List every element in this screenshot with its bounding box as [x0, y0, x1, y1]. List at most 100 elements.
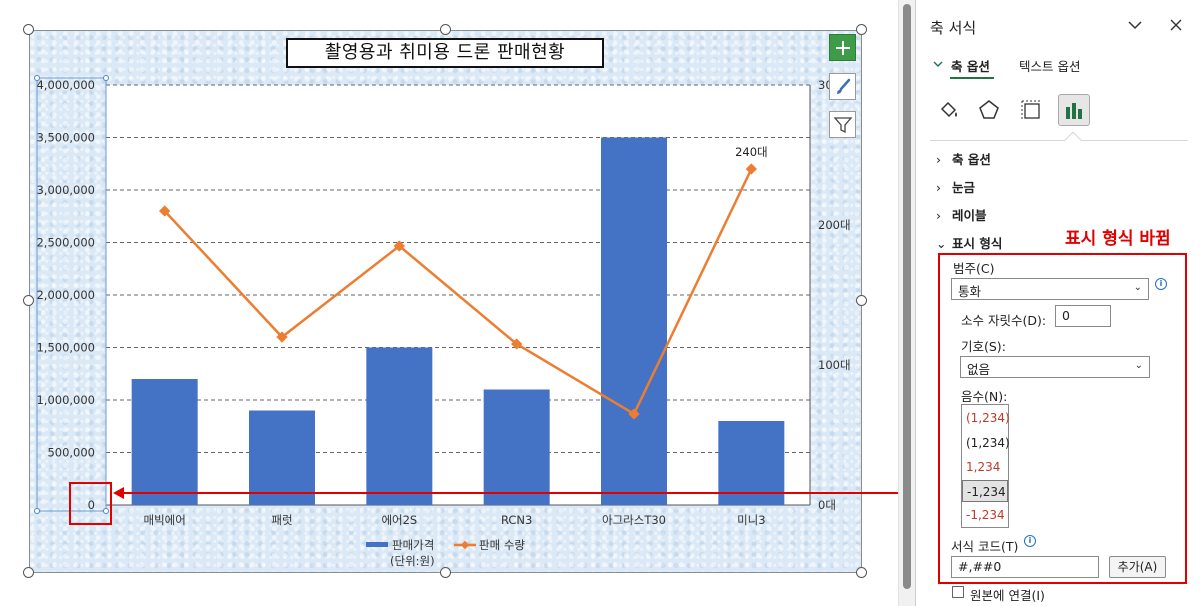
y-tick-label: 1,500,000 — [36, 341, 95, 355]
vertical-scrollbar[interactable] — [898, 0, 915, 606]
negative-option[interactable]: -1,234 — [966, 508, 1005, 522]
section-number[interactable]: ⌄ 표시 형식 — [936, 236, 1003, 251]
y2-tick-label: 0대 — [818, 498, 836, 512]
section-tick-marks[interactable]: › 눈금 — [936, 180, 976, 195]
line-point — [745, 163, 757, 175]
annotation-box — [69, 482, 112, 525]
line-point — [511, 338, 523, 350]
size-properties-tab[interactable] — [1015, 94, 1047, 126]
legend-label: 판매가격 — [392, 538, 434, 552]
axis-options-tab[interactable] — [1058, 94, 1090, 126]
chevron-down-icon: ⌄ — [1134, 360, 1143, 371]
chart-plot[interactable]: 0 500,000 1,000,000 1,500,000 2,000,000 2,500… — [0, 0, 898, 606]
bar-chart-icon — [1066, 103, 1082, 119]
resize-handle[interactable] — [856, 567, 867, 578]
highlight-box — [938, 253, 1187, 584]
chart-title[interactable]: 촬영용과 취미용 드론 판매현황 — [286, 38, 604, 68]
format-code-label: 서식 코드(T) — [951, 539, 1019, 554]
category-label: 범주(C) — [953, 261, 995, 276]
line-series — [163, 168, 753, 416]
bar — [366, 347, 433, 505]
size-properties-icon — [1021, 100, 1040, 119]
annotation-text: 표시 형식 바뀜 — [1065, 229, 1171, 249]
x-tick-label: 에어2S — [381, 513, 417, 527]
resize-handle[interactable] — [856, 24, 867, 35]
y2-tick-label: 100대 — [818, 358, 851, 372]
x-tick-label: 패럿 — [271, 513, 292, 527]
y-tick-label: 2,000,000 — [36, 288, 95, 302]
funnel-icon — [833, 116, 852, 133]
pane-title: 축 서식 — [930, 19, 977, 37]
chevron-right-icon: › — [936, 208, 941, 223]
section-axis-options[interactable]: › 축 옵션 — [936, 152, 991, 167]
resize-handle[interactable] — [23, 295, 34, 306]
negative-option-selected[interactable]: -1,234 — [962, 480, 1008, 502]
x-tick-label: 아그라스T30 — [602, 513, 666, 527]
y-tick-label: 2,500,000 — [36, 236, 95, 250]
resize-handle[interactable] — [23, 24, 34, 35]
chart-styles-button[interactable] — [829, 73, 856, 100]
axis-selection-handle — [103, 75, 109, 81]
y-tick-label: 500,000 — [47, 446, 95, 460]
chevron-down-icon: ⌄ — [936, 236, 947, 251]
chart-elements-button[interactable] — [829, 34, 856, 61]
x-tick-label: RCN3 — [501, 513, 532, 527]
section-labels[interactable]: › 레이블 — [936, 208, 987, 223]
bar — [131, 379, 198, 505]
tab-text-options[interactable]: 텍스트 옵션 — [1019, 59, 1081, 74]
chart-filters-button[interactable] — [829, 111, 856, 138]
y2-tick-label: 200대 — [818, 218, 851, 232]
resize-handle[interactable] — [440, 24, 451, 35]
plus-icon — [835, 40, 850, 55]
effects-tab[interactable] — [973, 94, 1005, 126]
paint-bucket-icon — [940, 101, 957, 118]
info-icon[interactable]: i — [1155, 278, 1167, 290]
resize-handle[interactable] — [23, 567, 34, 578]
line-point — [159, 205, 171, 217]
y-tick-label: 3,500,000 — [36, 131, 95, 145]
negative-numbers-label: 음수(N): — [961, 389, 1008, 404]
negative-option[interactable]: 1,234 — [966, 460, 1001, 474]
chevron-down-icon — [933, 61, 943, 67]
info-icon[interactable]: i — [1024, 535, 1036, 547]
axis-selection-handle — [34, 75, 40, 81]
x-tick-label: 매빅에어 — [144, 513, 186, 527]
chevron-right-icon: › — [936, 152, 941, 167]
tab-axis-options[interactable]: 축 옵션 — [951, 59, 990, 74]
divider-notch — [1064, 131, 1082, 149]
legend-swatch — [366, 542, 388, 547]
x-tick-label: 미니3 — [737, 513, 765, 527]
brush-icon — [836, 78, 850, 94]
axis-selection-handle — [34, 508, 40, 514]
line-point — [276, 331, 288, 343]
resize-handle[interactable] — [856, 295, 867, 306]
symbol-select[interactable]: 없음 ⌄ — [960, 356, 1150, 378]
bar — [483, 389, 550, 505]
chevron-down-icon: ⌄ — [1133, 282, 1142, 293]
active-tab-indicator — [950, 77, 994, 79]
line-point — [628, 408, 640, 420]
link-to-source-checkbox[interactable] — [952, 586, 964, 598]
category-select[interactable]: 통화 ⌄ — [951, 278, 1149, 300]
legend-label: 판매 수량 — [479, 538, 525, 552]
scrollbar-thumb[interactable] — [903, 4, 911, 589]
link-to-source-label: 원본에 연결(I) — [970, 588, 1045, 603]
symbol-label: 기호(S): — [961, 339, 1006, 354]
format-code-input[interactable]: #,##0 — [951, 556, 1099, 578]
negative-option[interactable]: (1,234) — [966, 436, 1010, 450]
decimal-places-input[interactable]: 0 — [1055, 305, 1111, 327]
add-button[interactable]: 추가(A) — [1109, 556, 1166, 578]
axis-selection-handle — [103, 508, 109, 514]
resize-handle[interactable] — [440, 567, 451, 578]
fill-line-tab[interactable] — [933, 94, 965, 126]
legend-marker — [460, 540, 470, 550]
close-icon[interactable] — [1166, 15, 1186, 35]
divider — [930, 140, 1188, 141]
bar — [249, 410, 315, 505]
bar — [601, 137, 667, 505]
y-tick-label: 1,000,000 — [36, 393, 95, 407]
bar — [718, 421, 785, 505]
negative-option[interactable]: (1,234) — [966, 411, 1010, 425]
negative-numbers-list[interactable]: (1,234) (1,234) 1,234 -1,234 -1,234 — [961, 404, 1010, 528]
chevron-down-icon[interactable] — [1125, 15, 1145, 35]
